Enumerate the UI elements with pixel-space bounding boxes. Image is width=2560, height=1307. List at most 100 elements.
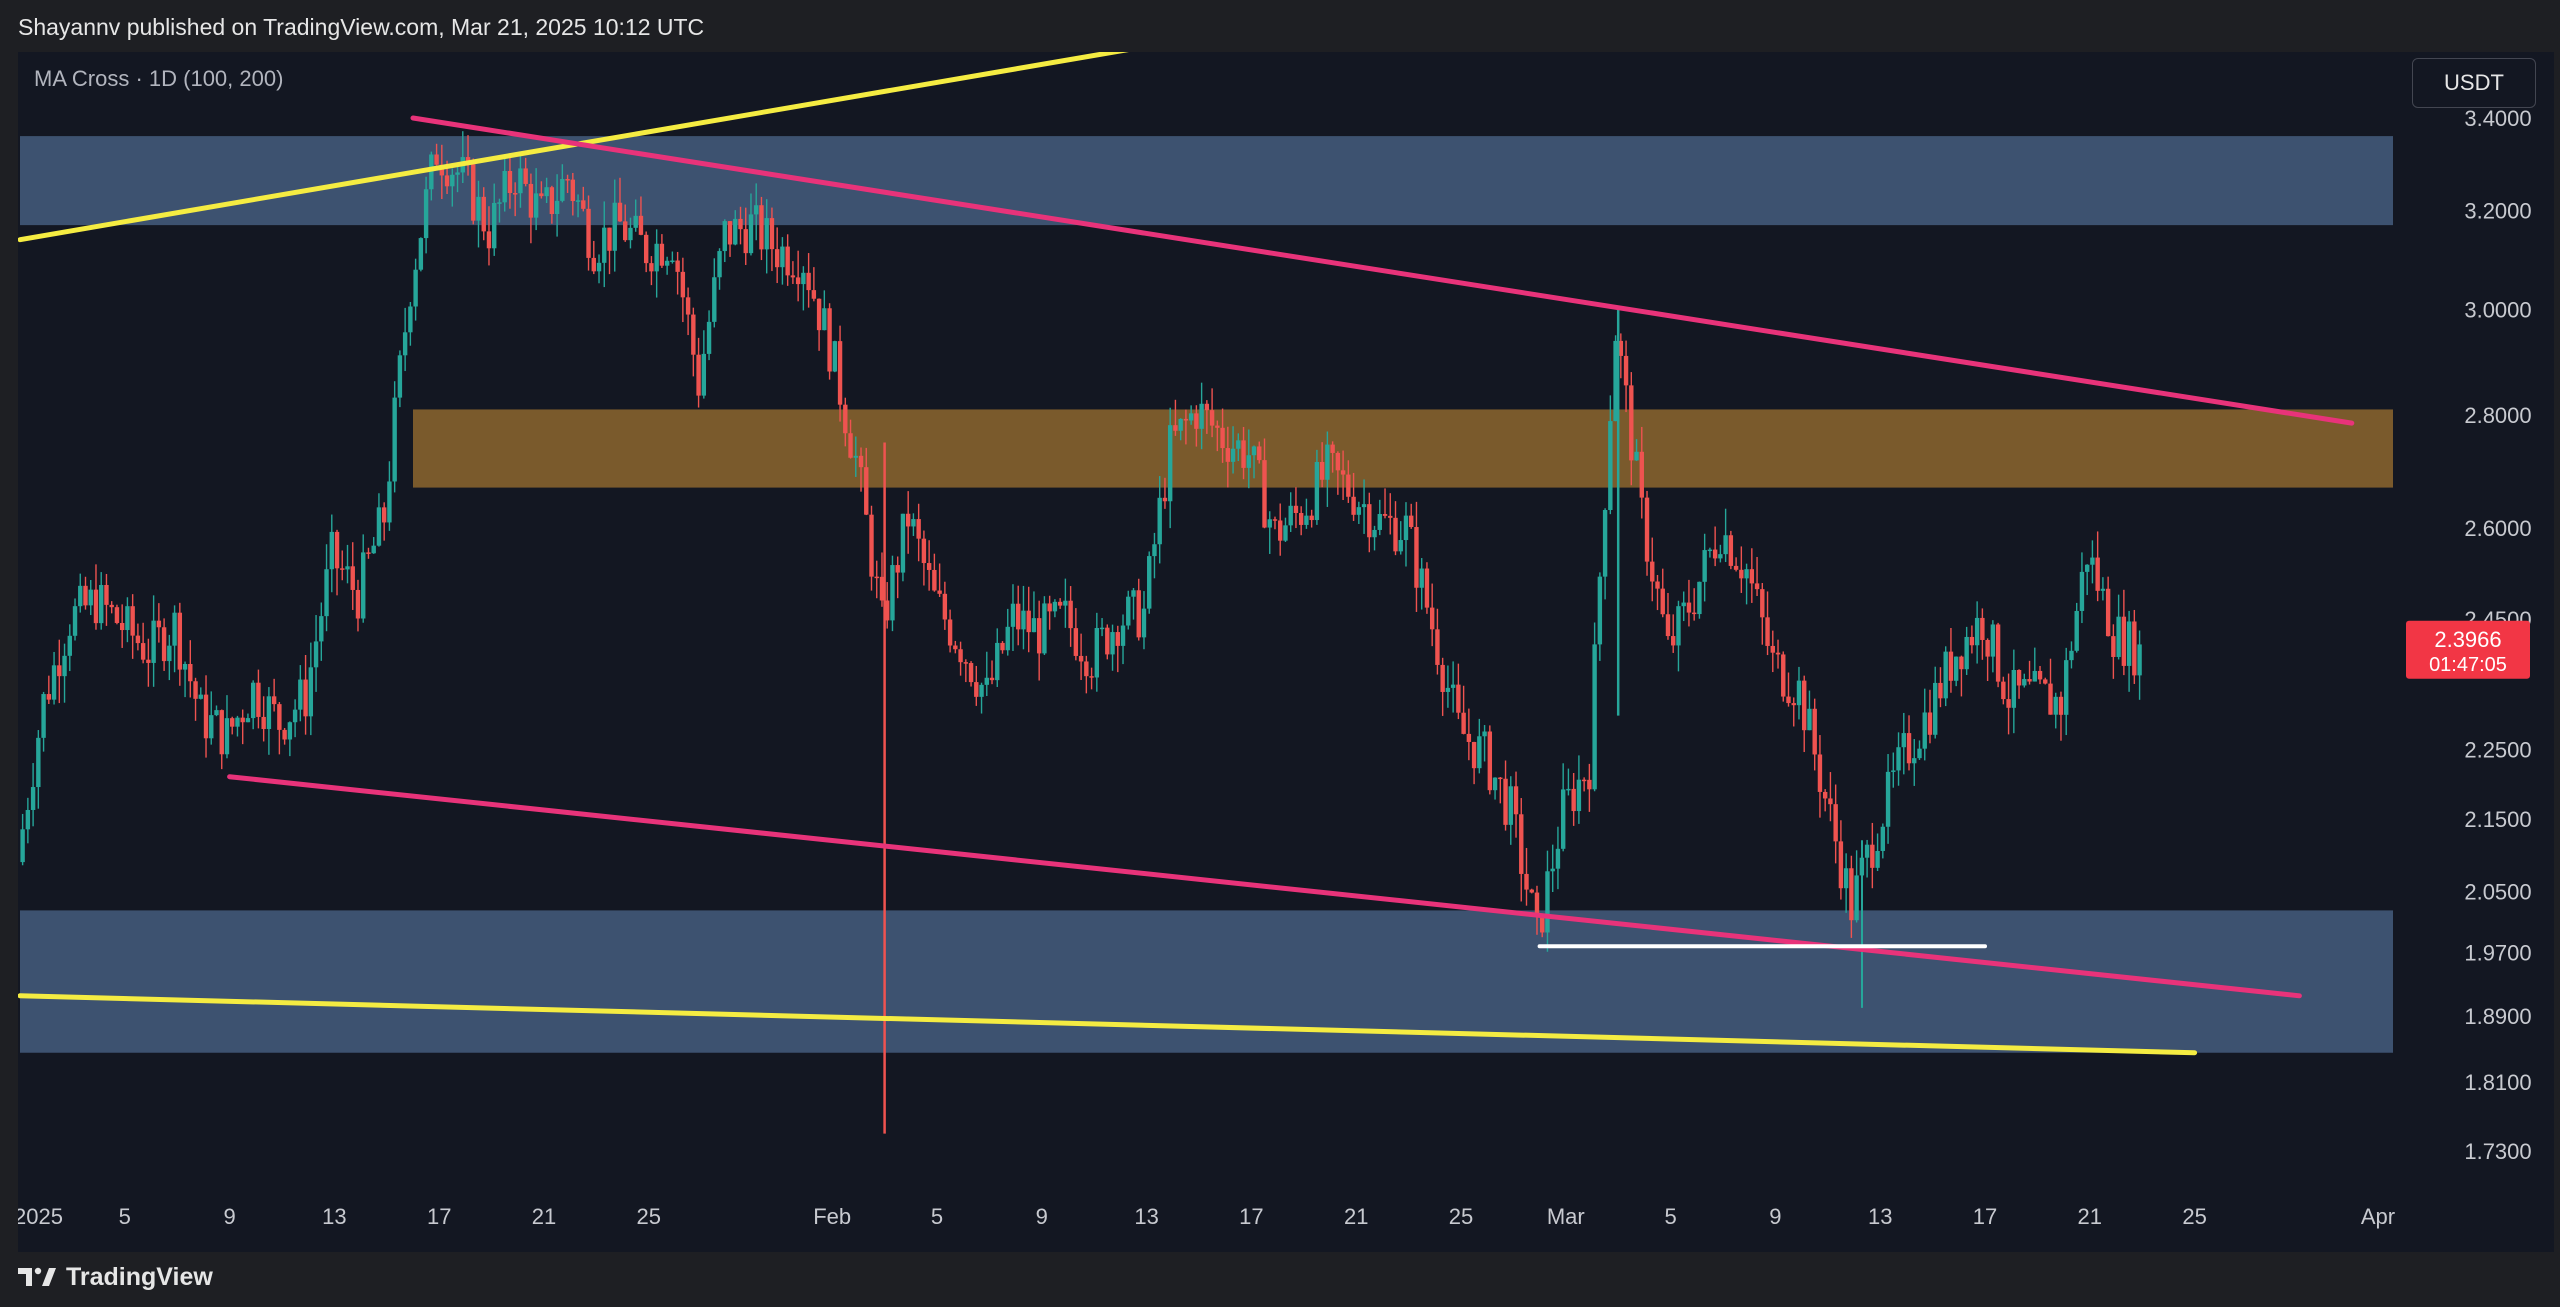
trendline-yellow — [18, 52, 1129, 243]
candle-body — [1571, 788, 1576, 812]
candle-body — [371, 545, 376, 554]
y-axis: 3.40003.20003.00002.80002.60002.45002.25… — [2464, 106, 2531, 1164]
candle-body — [156, 620, 162, 628]
candle-body — [1351, 496, 1356, 515]
candle-body — [1812, 708, 1817, 755]
candle-body — [172, 612, 177, 646]
candle-body — [1335, 452, 1341, 471]
candle-body — [795, 277, 801, 285]
candle-body — [1519, 814, 1524, 874]
candle-body — [664, 260, 670, 266]
candle-body — [2074, 610, 2079, 651]
candle-body — [675, 260, 680, 272]
candle-body — [1188, 413, 1194, 421]
candle-body — [1057, 601, 1063, 606]
candle-body — [1995, 624, 2001, 682]
candle-body — [932, 569, 937, 591]
candle-body — [261, 716, 266, 729]
candle-body — [738, 218, 743, 230]
x-tick-label: 17 — [1973, 1204, 1997, 1229]
candle-body — [146, 659, 151, 663]
candle-body — [1608, 421, 1613, 510]
candle-body — [659, 243, 665, 266]
candle-body — [1503, 778, 1508, 825]
candle-body — [1885, 771, 1891, 827]
candle-body — [1409, 515, 1414, 528]
candle-body — [78, 585, 83, 607]
candle-body — [549, 187, 555, 215]
candle-body — [1576, 779, 1582, 812]
candle-body — [423, 189, 429, 239]
candle-body — [1540, 913, 1545, 933]
candle-body — [1461, 712, 1466, 734]
candle-body — [67, 635, 72, 656]
candle-body — [1513, 786, 1519, 815]
candle-body — [963, 662, 969, 664]
candle-body — [1765, 617, 1770, 646]
candle-body — [1744, 569, 1749, 579]
candle-body — [680, 271, 686, 298]
candle-body — [1251, 446, 1257, 456]
currency-button[interactable]: USDT — [2412, 58, 2536, 108]
candle-body — [502, 170, 507, 203]
candle-body — [125, 606, 130, 631]
candle-body — [591, 257, 596, 272]
indicator-legend[interactable]: MA Cross · 1D (100, 200) — [34, 66, 284, 91]
chart-panel[interactable]: 3.4000 3.2000 3.0000 2.8000 2.6000 2.4500 2.25… — [18, 52, 2554, 1252]
candle-body — [140, 643, 146, 660]
candle-body — [643, 234, 649, 264]
candle-body — [497, 202, 502, 204]
candle-body — [188, 663, 193, 682]
candle-body — [1896, 747, 1901, 771]
candle-body — [885, 600, 890, 621]
x-tick-label: 21 — [1344, 1204, 1368, 1229]
candle-body — [1298, 513, 1304, 525]
candle-body — [1456, 684, 1461, 713]
current-price-label: 2.3966 — [2434, 627, 2501, 652]
candle-body — [1545, 871, 1550, 933]
candle-body — [303, 679, 308, 717]
candle-body — [617, 202, 623, 222]
candle-body — [790, 275, 796, 278]
candle-body — [1681, 602, 1686, 607]
candle-body — [1167, 425, 1173, 502]
candle-body — [46, 694, 52, 700]
candle-body — [418, 238, 424, 270]
y-tick-label: 1.7300 — [2464, 1139, 2531, 1164]
candle-body — [1775, 652, 1781, 655]
candle-body — [2100, 588, 2106, 591]
candle-body — [51, 665, 57, 700]
candle-body — [921, 538, 927, 564]
candle-body — [1691, 612, 1697, 615]
candle-body — [2111, 636, 2116, 657]
candle-body — [219, 710, 224, 755]
x-tick-label: 21 — [532, 1204, 556, 1229]
candle-body — [811, 290, 817, 299]
candle-body — [1864, 844, 1870, 858]
candle-body — [450, 174, 455, 187]
candle-body — [1115, 632, 1120, 646]
candle-body — [36, 737, 41, 788]
candle-body — [434, 154, 439, 165]
x-tick-label: 9 — [1769, 1204, 1781, 1229]
candle-body — [1906, 733, 1912, 764]
candle-body — [245, 718, 251, 723]
candle-body — [1283, 525, 1288, 541]
candle-body — [361, 552, 366, 619]
candle-body — [193, 681, 198, 699]
candle-body — [858, 455, 864, 468]
zones-layer — [20, 136, 2393, 1053]
x-tick-label: 9 — [223, 1204, 235, 1229]
price-chart[interactable]: 3.40003.20003.00002.80002.60002.45002.25… — [18, 52, 2554, 1252]
candle-body — [476, 196, 481, 221]
candle-body — [20, 829, 25, 863]
footer-brand[interactable]: TradingView — [18, 1256, 213, 1298]
x-tick-label: Mar — [1547, 1204, 1585, 1229]
candle-body — [890, 565, 895, 621]
x-tick-label: 17 — [427, 1204, 451, 1229]
candle-body — [974, 682, 979, 697]
candle-body — [879, 576, 885, 601]
candle-body — [722, 221, 727, 252]
candle-body — [1183, 418, 1189, 421]
